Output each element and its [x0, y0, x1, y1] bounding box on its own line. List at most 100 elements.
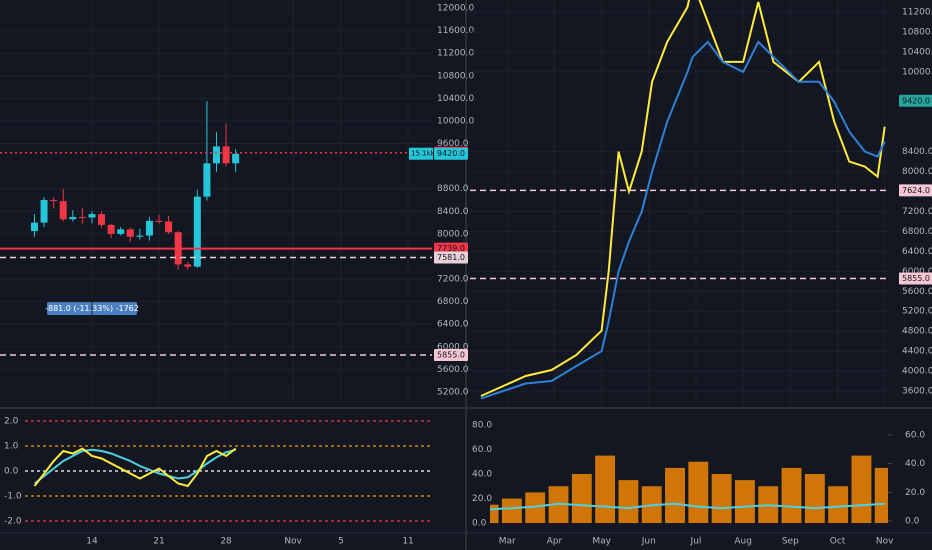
price-tag [899, 272, 932, 285]
candle-body [107, 224, 115, 234]
y-tick-label: 4800.0 [902, 327, 932, 337]
price-tag [434, 251, 468, 264]
price-tag [434, 147, 468, 160]
bar [490, 504, 499, 524]
y-tick-label: 5600.0 [902, 287, 932, 297]
y-tick-label: 3600.0 [902, 386, 932, 396]
candle-body [222, 146, 230, 164]
y2-tick-label: 20.0 [905, 488, 925, 498]
bar [781, 467, 802, 524]
y-tick-label: 4000.0 [902, 367, 932, 377]
price-tag [899, 94, 932, 107]
bar [851, 455, 872, 524]
y-tick-label: 6800.0 [902, 227, 932, 237]
x-tick-label: Jun [641, 537, 656, 547]
candle-body [69, 216, 77, 220]
y-tick-label: 8800.0 [437, 184, 469, 194]
y-tick-label: 5200.0 [902, 307, 932, 317]
candle-body [88, 214, 96, 218]
price-tag-label: 5855.0 [437, 351, 465, 360]
price-tag-label: 7624.0 [902, 186, 930, 195]
pane [25, 420, 432, 522]
y-tick-label: 11600.0 [437, 26, 474, 36]
candle-body [50, 200, 58, 202]
candle-body [126, 229, 134, 237]
y2-tick-label: 60.0 [905, 430, 925, 440]
y-tick-label: 10000.0 [437, 116, 474, 126]
candle-body [117, 229, 125, 234]
price-tag-label: 9420.0 [902, 96, 930, 105]
y-tick-label: 7200.0 [902, 207, 932, 217]
y-tick-label: 4400.0 [902, 347, 932, 357]
pane [470, 0, 888, 405]
y-tick-label: -2.0 [4, 517, 22, 527]
bar [804, 474, 825, 524]
y-tick-label: 0.0 [4, 467, 19, 477]
bar [571, 474, 592, 524]
x-tick-label: Aug [734, 537, 752, 547]
y-tick-label: 20.0 [472, 494, 492, 504]
y-tick-label: 11200.0 [902, 8, 932, 18]
price-tag-label: 7739.0 [437, 244, 465, 253]
candle-body [184, 264, 192, 267]
y-tick-label: 5600.0 [437, 365, 469, 375]
x-tick-label: 11 [402, 537, 413, 547]
y-tick-label: 60.0 [472, 445, 492, 455]
bar [688, 461, 709, 524]
bar [828, 486, 849, 524]
y-tick-label: 6400.0 [437, 320, 469, 330]
y-tick-label: 2.0 [4, 417, 19, 427]
series-line [480, 0, 886, 397]
y-tick-label: 6800.0 [437, 297, 469, 307]
y-tick-label: 10000.0 [902, 67, 932, 77]
y-tick-label: 40.0 [472, 470, 492, 480]
y2-tick-label: 0.0 [905, 516, 920, 526]
y-tick-label: 10400.0 [902, 47, 932, 57]
series-line [33, 448, 236, 485]
price-tag-label: 7581.0 [437, 253, 465, 262]
candle-body [59, 201, 67, 220]
candle-body [40, 200, 48, 223]
y2-tick-label: 40.0 [905, 459, 925, 469]
price-tag-label: 15.1kk [411, 150, 436, 158]
x-tick-label: 28 [220, 537, 232, 547]
bar [595, 455, 616, 524]
y-tick-label: -1.0 [4, 492, 22, 502]
x-tick-label: 21 [153, 537, 164, 547]
x-tick-label: Sep [782, 537, 799, 547]
price-tag-label: 9420.0 [437, 149, 465, 158]
candle-body [30, 222, 38, 232]
x-tick-label: Oct [830, 537, 846, 547]
y-tick-label: 11200.0 [437, 49, 474, 59]
bar [618, 480, 639, 524]
candle-body [145, 220, 153, 236]
price-tag [899, 184, 932, 197]
y-tick-label: 8000.0 [437, 229, 469, 239]
candle-body [98, 214, 106, 225]
x-tick-label: Apr [547, 537, 563, 547]
price-tag-label: 5855.0 [902, 274, 930, 283]
y-tick-label: 10400.0 [437, 94, 474, 104]
candle-body [165, 221, 173, 233]
x-tick-label: Nov [284, 537, 302, 547]
x-tick-label: Mar [499, 537, 516, 547]
price-tag [409, 147, 433, 160]
x-tick-label: 5 [338, 537, 344, 547]
y-tick-label: 80.0 [472, 420, 492, 430]
x-tick-label: May [592, 537, 611, 547]
y-tick-label: 9600.0 [437, 139, 469, 149]
candle-body [193, 196, 201, 267]
x-tick-label: Jul [690, 537, 702, 547]
y-tick-label: 10800.0 [437, 71, 474, 81]
bar [665, 467, 685, 524]
x-tick-label: 14 [86, 537, 98, 547]
candle-body [203, 163, 211, 197]
y-tick-label: 6000.0 [437, 342, 469, 352]
bar [501, 498, 522, 524]
y-tick-label: 8400.0 [437, 207, 469, 217]
y-tick-label: 10800.0 [902, 27, 932, 37]
candle-body [232, 153, 240, 164]
y-tick-label: 6400.0 [902, 247, 932, 257]
